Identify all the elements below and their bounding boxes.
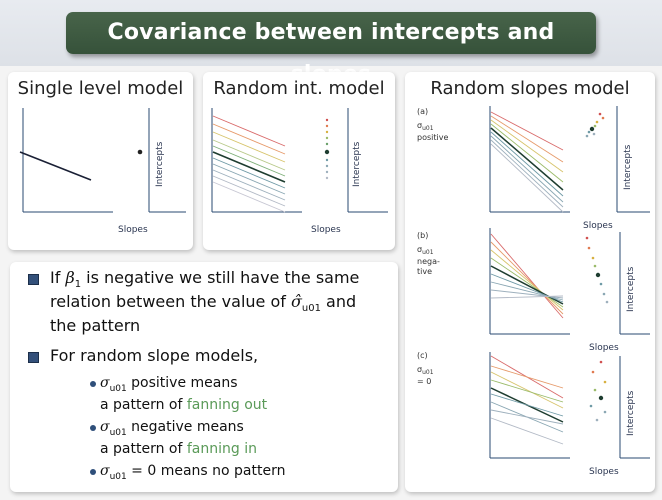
case-b-tag: (b) [417, 231, 428, 240]
case-a-sub: u01 [422, 125, 434, 132]
random-int-xlabel: Slopes [311, 225, 341, 235]
bullet-1-line-3: the pattern [50, 316, 141, 335]
bullet-1-line-1: If β1 is negative we still have the same [50, 268, 360, 291]
case-c-ylabel: Intercepts [626, 390, 636, 436]
single-xlabel: Slopes [118, 225, 148, 235]
positive-covariance-points [585, 112, 605, 138]
case-b-ylabel: Intercepts [626, 266, 636, 312]
single-level-panel: Single level model Slopes Intercepts [8, 72, 193, 250]
single-level-diagram: Slopes Intercepts [19, 108, 186, 235]
svg-text:σu01: σu01 [417, 121, 434, 132]
bullet-square-2 [28, 352, 39, 363]
notes-panel: If β1 is negative we still have the same… [10, 262, 398, 492]
sub-bullet-2-line-2: a pattern of fanning in [100, 441, 257, 457]
zero-covariance-points [589, 360, 607, 422]
case-c-sub: u01 [422, 369, 434, 376]
case-a-desc: positive [417, 133, 448, 142]
case-b-sigma: σ [417, 245, 422, 254]
bullet-2-line-1: For random slope models, [50, 346, 259, 365]
random-int-ylabel: Intercepts [352, 141, 362, 187]
sub-bullet-1-line-2: a pattern of fanning out [100, 397, 268, 413]
case-b-xlabel: Slopes [589, 343, 619, 353]
case-c-xlabel: Slopes [589, 467, 619, 477]
case-c-desc: = 0 [417, 377, 431, 386]
single-level-title: Single level model [17, 78, 184, 99]
regression-line [19, 151, 92, 181]
case-a-ylabel: Intercepts [623, 144, 633, 190]
fanning-out-lines [490, 111, 564, 213]
sub-bullet-2 [90, 425, 96, 431]
random-int-diagram: Slopes Intercepts [211, 108, 388, 235]
bullet-1-line-2: relation between the value of σ̂u01 and [50, 292, 357, 315]
case-c-sigma: σ [417, 365, 422, 374]
case-a: (a) σu01 positive [417, 106, 650, 231]
case-a-xlabel: Slopes [583, 221, 613, 231]
case-b-desc1: nega- [417, 257, 440, 266]
slide-title: Covariance between intercepts and slopes [66, 12, 596, 87]
random-int-panel: Random int. model [203, 72, 395, 250]
sub-bullet-3 [90, 469, 96, 475]
svg-text:σu01: σu01 [417, 245, 434, 256]
intercept-points [324, 118, 330, 180]
beta-symbol: β [65, 268, 75, 287]
svg-text:σu01: σu01 [417, 365, 434, 376]
sub-bullet-1 [90, 381, 96, 387]
case-b-desc2: tive [417, 267, 432, 276]
header-background: Covariance between intercepts and slopes [0, 0, 662, 87]
random-slopes-diagram: (a) σu01 positive [417, 106, 650, 477]
random-slopes-title: Random slopes model [430, 78, 630, 99]
case-b-sub: u01 [422, 249, 434, 256]
sub-bullet-1-line-1: σu01 positive means [100, 375, 238, 394]
random-slopes-panel: Random slopes model (a) σu01 positive [405, 72, 655, 492]
sub-bullet-2-line-1: σu01 negative means [100, 419, 244, 438]
random-int-title: Random int. model [213, 78, 385, 99]
negative-covariance-points [585, 236, 609, 304]
case-a-tag: (a) [417, 107, 428, 116]
no-pattern-lines [490, 355, 564, 445]
sigma-hat-symbol: σ̂ [290, 292, 302, 311]
single-ylabel: Intercepts [155, 141, 165, 187]
fanning-in-lines [490, 233, 564, 319]
bullet-square-1 [28, 274, 39, 285]
case-a-sigma: σ [417, 121, 422, 130]
case-c: (c) σu01 = 0 [417, 351, 650, 477]
slope-intercept-point [137, 149, 143, 155]
case-b: (b) σu01 nega- tive [417, 228, 650, 353]
parallel-lines [212, 115, 286, 213]
case-c-tag: (c) [417, 351, 428, 360]
sub-bullet-3-line-1: σu01 = 0 means no pattern [100, 463, 286, 482]
